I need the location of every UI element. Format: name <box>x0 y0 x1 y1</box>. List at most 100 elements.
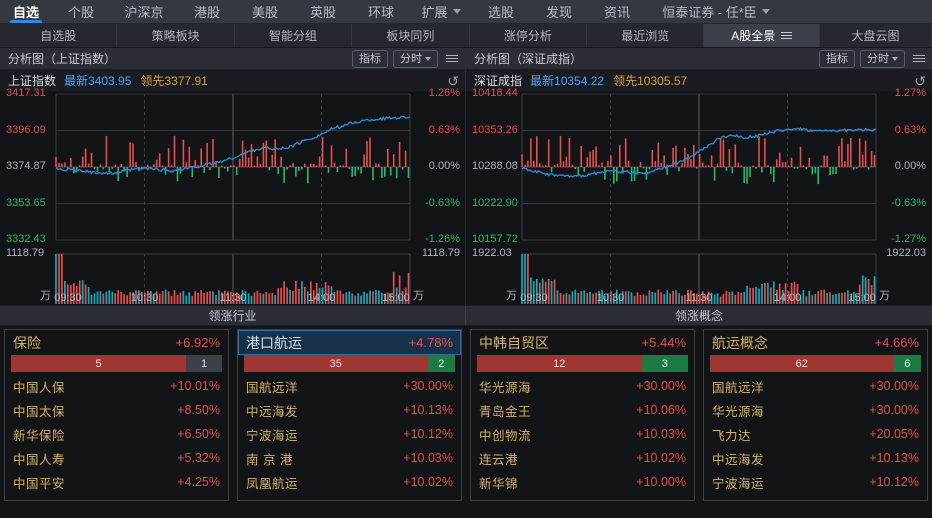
sector-card-2[interactable]: 中韩自贸区 +5.44% 12 3 华光源海 +30.00% 青岛金王 +10.06% 中创物流… <box>470 329 695 501</box>
pct-axis-label-right-1: 0.63% <box>894 123 926 136</box>
tab-label: 大盘云图 <box>851 29 900 43</box>
stock-row[interactable]: 中远海发 +10.13% <box>704 446 927 470</box>
sector-header-0: 领涨行业 <box>0 306 466 325</box>
stock-row[interactable]: 新华保险 +6.50% <box>5 422 228 446</box>
stock-change-pct: +10.12% <box>403 427 453 441</box>
price-axis-label-left-0: 3417.31 <box>6 87 46 99</box>
topnav-item-4[interactable]: 美股 <box>236 0 294 23</box>
tab-label: 最近浏览 <box>621 29 670 43</box>
topnav-item-5[interactable]: 英股 <box>294 0 352 23</box>
lead-value: 3377.91 <box>164 73 208 88</box>
time-axis-label-0: 09:30 <box>54 292 82 304</box>
sector-card-header[interactable]: 港口航运 +4.78% <box>238 330 461 355</box>
refresh-icon[interactable]: ↺ <box>447 72 459 89</box>
sector-card-header[interactable]: 中韩自贸区 +5.44% <box>471 330 694 355</box>
tab-5[interactable]: 最近浏览 <box>587 24 705 47</box>
topnav-item-11[interactable]: 恒泰证券 - 任*臣 <box>646 0 786 23</box>
tab-label: 智能分组 <box>269 29 318 43</box>
price-axis-label-left-3: 3353.65 <box>6 196 46 209</box>
tab-4[interactable]: 涨停分析 <box>470 24 588 47</box>
period-select[interactable]: 分时 <box>393 49 438 68</box>
stock-row[interactable]: 中远海发 +10.13% <box>238 398 461 422</box>
stock-row[interactable]: 中创物流 +10.03% <box>471 422 694 446</box>
chevron-down-icon[interactable] <box>425 56 431 61</box>
tab-2[interactable]: 智能分组 <box>235 24 353 47</box>
price-axis-label-left-4: 3332.43 <box>6 233 46 245</box>
chart-pane-1: 分析图（深证成指） 指标 分时 深证成指 最新 10354.22 领先 10305.57 ↺ 10… <box>466 48 932 305</box>
stock-row[interactable]: 国航远洋 +30.00% <box>238 374 461 398</box>
plot-area[interactable]: 3417.31 1.26% 3396.09 0.63% 3374.87 0.00% 3353… <box>0 87 466 305</box>
stock-row[interactable]: 宁波海运 +10.12% <box>238 422 461 446</box>
stock-row[interactable]: 国航远洋 +30.00% <box>704 374 927 398</box>
stock-row[interactable]: 新华锦 +10.00% <box>471 470 694 494</box>
stock-change-pct: +30.00% <box>636 379 686 393</box>
topnav-item-7[interactable]: 扩展 <box>410 0 472 23</box>
topnav-item-label: 个股 <box>67 5 94 20</box>
chevron-down-icon[interactable] <box>892 56 898 61</box>
topnav-item-label: 港股 <box>193 5 220 20</box>
topnav-item-3[interactable]: 港股 <box>178 0 236 23</box>
tab-3[interactable]: 板块同列 <box>352 24 470 47</box>
topnav-item-0[interactable]: 自选 <box>0 0 52 23</box>
chevron-down-icon[interactable] <box>761 9 770 14</box>
stock-row[interactable]: 连云港 +10.02% <box>471 446 694 470</box>
period-select-label: 分时 <box>400 52 422 65</box>
topnav-item-6[interactable]: 环球 <box>352 0 410 23</box>
sector-card-header[interactable]: 保险 +6.92% <box>5 330 228 355</box>
stock-row[interactable]: 中国人寿 +5.32% <box>5 446 228 470</box>
tab-1[interactable]: 策略板块 <box>117 24 235 47</box>
stock-row[interactable]: 华光源海 +30.00% <box>471 374 694 398</box>
pane-menu-icon[interactable] <box>913 55 925 62</box>
topnav-item-9[interactable]: 发现 <box>530 0 588 23</box>
period-select[interactable]: 分时 <box>860 49 905 68</box>
stock-row[interactable]: 中国平安 +4.25% <box>5 470 228 494</box>
topnav-item-10[interactable]: 资讯 <box>588 0 646 23</box>
tab-0[interactable]: 自选股 <box>0 24 118 47</box>
pct-axis-label-right-0: 1.27% <box>894 87 926 99</box>
sector-card-0[interactable]: 保险 +6.92% 5 1 中国人保 +10.01% 中国太保 +8.50% 新华保险 +6.50… <box>4 329 229 501</box>
topnav-item-2[interactable]: 沪深京 <box>110 0 178 23</box>
hamburger-menu-icon[interactable] <box>781 32 793 39</box>
stock-row[interactable]: 中国太保 +8.50% <box>5 398 228 422</box>
ratio-up-count: 5 <box>11 355 187 372</box>
tab-6[interactable]: A股全景 <box>704 24 821 47</box>
ratio-up-count: 35 <box>244 355 428 372</box>
topnav-item-1[interactable]: 个股 <box>52 0 110 23</box>
up-down-ratio-bar: 62 6 <box>710 355 921 372</box>
tab-label: 板块同列 <box>386 29 435 43</box>
stock-change-pct: +8.50% <box>177 403 220 417</box>
tab-label: 自选股 <box>40 29 77 43</box>
price-axis-label-left-0: 10418.44 <box>472 87 518 99</box>
refresh-icon[interactable]: ↺ <box>914 72 926 89</box>
stock-name: 中远海发 <box>246 404 299 419</box>
pct-axis-label-right-1: 0.63% <box>428 123 460 136</box>
stock-change-pct: +10.01% <box>170 379 220 393</box>
indicator-button[interactable]: 指标 <box>819 49 855 68</box>
tab-7[interactable]: 大盘云图 <box>820 24 932 47</box>
sector-card-3[interactable]: 航运概念 +4.66% 62 6 国航远洋 +30.00% 华光源海 +30.00% 飞力达 +2… <box>703 329 928 501</box>
sub-tab-bar: 自选股 策略板块 智能分组 板块同列 涨停分析 最近浏览 A股全景 大盘云图 <box>0 24 932 48</box>
stock-row[interactable]: 宁波海运 +10.12% <box>704 470 927 494</box>
price-axis-label-left-2: 3374.87 <box>6 160 46 172</box>
topnav-item-label: 恒泰证券 - 任*臣 <box>662 5 757 20</box>
stock-name: 中国平安 <box>13 476 66 491</box>
stock-row[interactable]: 凤凰航运 +10.02% <box>238 470 461 494</box>
sector-card-header[interactable]: 航运概念 +4.66% <box>704 330 927 355</box>
topnav-item-label: 资讯 <box>603 5 630 20</box>
chevron-down-icon[interactable] <box>452 9 461 14</box>
stock-change-pct: +10.13% <box>403 403 453 417</box>
stock-row[interactable]: 南 京 港 +10.03% <box>238 446 461 470</box>
plot-area[interactable]: 10418.44 1.27% 10353.26 0.63% 10288.08 0.00% 1… <box>466 87 932 305</box>
stock-change-pct: +10.02% <box>403 475 453 489</box>
stock-row[interactable]: 中国人保 +10.01% <box>5 374 228 398</box>
stock-row[interactable]: 华光源海 +30.00% <box>704 398 927 422</box>
sector-card-1[interactable]: 港口航运 +4.78% 35 2 国航远洋 +30.00% 中远海发 +10.13% 宁波海运 +… <box>237 329 462 501</box>
stock-row[interactable]: 青岛金王 +10.06% <box>471 398 694 422</box>
ratio-down-count: 1 <box>186 355 222 372</box>
up-down-ratio-bar: 35 2 <box>244 355 455 372</box>
stock-row[interactable]: 飞力达 +20.05% <box>704 422 927 446</box>
indicator-button[interactable]: 指标 <box>352 49 388 68</box>
stock-name: 中国人保 <box>13 380 66 395</box>
topnav-item-8[interactable]: 选股 <box>472 0 530 23</box>
pane-menu-icon[interactable] <box>446 55 458 62</box>
